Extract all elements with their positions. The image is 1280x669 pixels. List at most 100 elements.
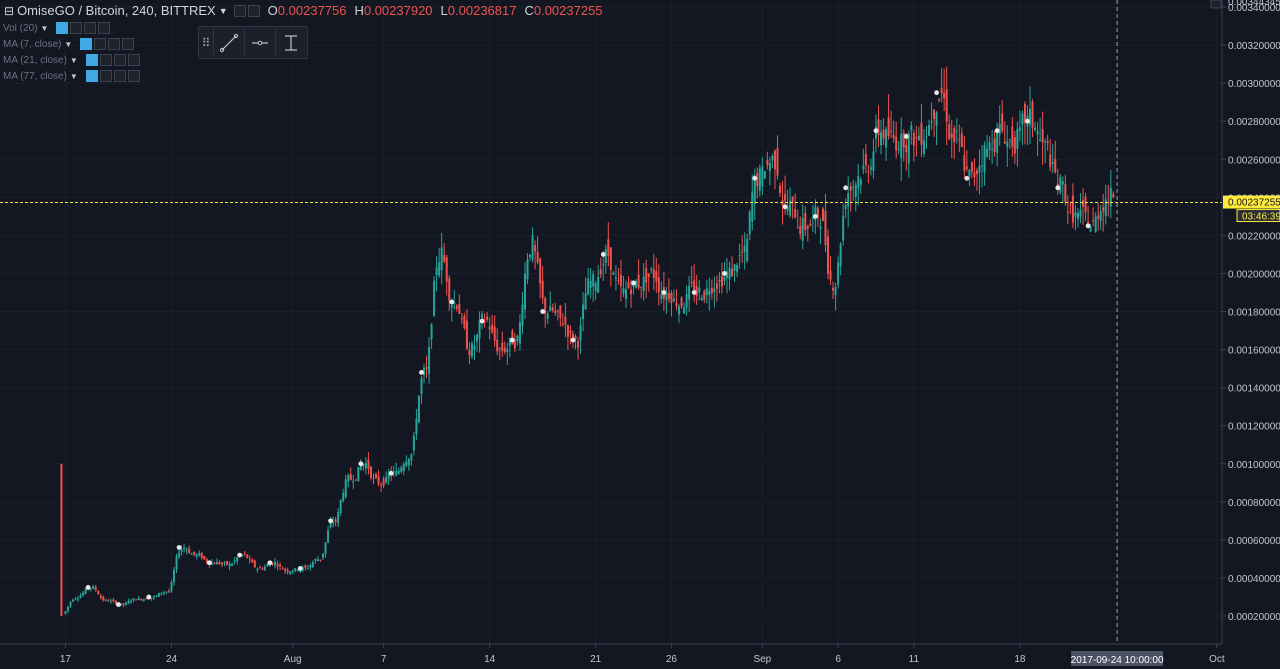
candle-body xyxy=(965,166,968,169)
settings-icon[interactable] xyxy=(70,22,83,34)
candle-body xyxy=(579,325,582,341)
eye-icon[interactable] xyxy=(233,4,246,17)
settings-icon[interactable] xyxy=(247,4,260,17)
close-value: 0.00237255 xyxy=(533,3,603,18)
chevron-down-icon[interactable]: ▼ xyxy=(69,71,78,81)
candle-body xyxy=(1084,196,1087,212)
candle-body xyxy=(450,304,453,308)
candle-body xyxy=(602,263,605,265)
indicator-ma7[interactable]: MA (7, close) ▼ xyxy=(3,38,135,50)
candle-body xyxy=(175,556,178,570)
chevron-down-icon[interactable]: ▼ xyxy=(64,39,73,49)
candle-body xyxy=(215,561,218,565)
plus-icon[interactable] xyxy=(113,54,126,66)
eye-icon[interactable] xyxy=(80,38,93,50)
horizontal-ray-tool[interactable] xyxy=(244,28,275,57)
candle-body xyxy=(281,568,284,570)
candle-body xyxy=(465,320,468,349)
candle-body xyxy=(1059,177,1062,193)
candle-body xyxy=(748,211,751,235)
candle-body xyxy=(922,140,925,154)
candle-body xyxy=(380,484,383,486)
candle-body xyxy=(703,291,706,300)
candle-body xyxy=(410,454,413,461)
candle-body xyxy=(827,236,829,274)
chevron-down-icon[interactable]: ▼ xyxy=(218,5,228,16)
candle-body xyxy=(339,499,342,513)
close-icon[interactable] xyxy=(98,22,111,34)
settings-icon[interactable] xyxy=(99,54,112,66)
marker-point xyxy=(812,213,818,219)
indicator-ma21[interactable]: MA (21, close) ▼ xyxy=(3,54,140,66)
candle-body xyxy=(561,323,564,326)
candle-body xyxy=(1023,103,1026,123)
candle-body xyxy=(423,368,425,376)
settings-icon[interactable] xyxy=(94,38,107,50)
candle-body xyxy=(349,473,352,480)
candle-body xyxy=(834,287,837,296)
candle-body xyxy=(155,595,158,597)
eye-icon[interactable] xyxy=(56,22,69,34)
settings-icon[interactable] xyxy=(99,70,112,82)
plus-icon[interactable] xyxy=(84,22,97,34)
price-range-tool[interactable] xyxy=(275,28,306,57)
indicator-ma77[interactable]: MA (77, close) ▼ xyxy=(3,70,140,82)
candle-body xyxy=(867,170,870,172)
candle-body xyxy=(614,277,617,279)
candle-body xyxy=(1036,131,1039,135)
candle-body xyxy=(637,274,640,288)
eye-icon[interactable] xyxy=(85,70,98,82)
candle-body xyxy=(362,464,365,467)
candle-body xyxy=(425,367,428,369)
close-icon[interactable] xyxy=(122,38,135,50)
candle-body xyxy=(791,196,794,203)
candle-body xyxy=(678,306,681,315)
candle-body xyxy=(559,305,562,318)
candle-body xyxy=(529,254,532,258)
candle-body xyxy=(1001,113,1004,132)
candle-body xyxy=(837,262,840,285)
close-icon[interactable] xyxy=(127,70,140,82)
candle-body xyxy=(920,122,923,145)
candle-body xyxy=(228,563,231,567)
trend-line-tool[interactable] xyxy=(213,28,244,57)
marker-point xyxy=(237,552,243,558)
plus-icon[interactable] xyxy=(113,70,126,82)
eye-icon[interactable] xyxy=(85,54,98,66)
candle-body xyxy=(710,287,713,294)
candle-body xyxy=(731,268,734,277)
candle-body xyxy=(145,598,148,600)
drag-handle-icon[interactable]: ⠿ xyxy=(201,35,211,50)
price-tick-label: 0.00020000 xyxy=(1228,612,1280,623)
candle-body xyxy=(1092,220,1095,222)
candle-body xyxy=(82,592,85,596)
candle-body xyxy=(357,467,360,482)
close-icon[interactable] xyxy=(127,54,140,66)
candle-body xyxy=(1056,183,1059,187)
candle-body xyxy=(1061,181,1064,185)
candle-body xyxy=(814,206,817,221)
candle-body xyxy=(458,303,461,314)
candle-body xyxy=(652,269,655,278)
indicator-vol[interactable]: Vol (20) ▼ xyxy=(3,22,111,34)
plus-icon[interactable] xyxy=(108,38,121,50)
chevron-down-icon[interactable]: ▼ xyxy=(69,55,78,65)
time-tick-label: Sep xyxy=(753,654,771,665)
indicator-label: Vol (20) xyxy=(3,22,38,34)
collapse-icon[interactable]: ⊟ xyxy=(4,3,15,18)
chevron-down-icon[interactable]: ▼ xyxy=(40,23,49,33)
candle-body xyxy=(1049,154,1052,168)
indicator-label: MA (7, close) xyxy=(3,38,62,50)
candle-body xyxy=(642,276,645,292)
symbol-title[interactable]: OmiseGO / Bitcoin, 240, BITTREX xyxy=(17,3,216,18)
time-tick-label: 18 xyxy=(1014,654,1026,665)
candle-body xyxy=(387,473,390,479)
crosshair-time-tag xyxy=(1071,651,1164,666)
candle-body xyxy=(986,148,989,157)
candle-body xyxy=(900,133,903,159)
candle-body xyxy=(784,194,787,201)
candle-body xyxy=(589,280,592,288)
candle-body xyxy=(64,611,67,615)
candle-body xyxy=(854,184,857,198)
